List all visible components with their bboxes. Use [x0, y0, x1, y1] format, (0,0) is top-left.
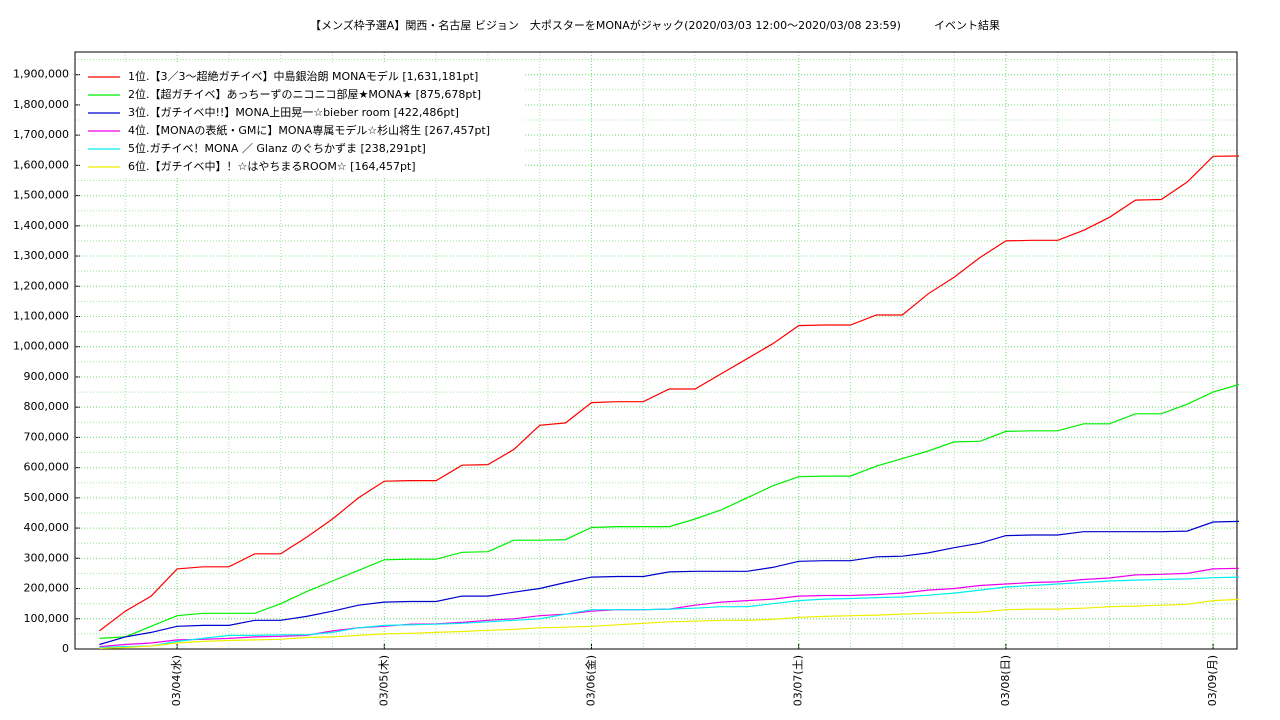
y-tick-label: 1,700,000 — [13, 128, 69, 141]
y-tick-label: 1,900,000 — [13, 68, 69, 81]
legend-label: 5位.ガチイベ！MONA ／ Glanz のぐちかずま [238,291pt] — [128, 141, 426, 155]
y-tick-label: 100,000 — [24, 612, 70, 625]
x-tick-label: 03/05(木) — [377, 655, 390, 706]
y-tick-label: 300,000 — [24, 551, 70, 564]
y-tick-label: 0 — [62, 642, 69, 655]
legend: 1位.【3／3〜超絶ガチイベ】中島銀治朗 MONAモデル [1,631,181p… — [80, 64, 525, 178]
legend-label: 6位.【ガチイベ中】！☆はやちまるROOM☆ [164,457pt] — [128, 159, 416, 173]
y-tick-label: 800,000 — [24, 400, 70, 413]
plot-frame — [74, 51, 1238, 650]
y-tick-label: 1,300,000 — [13, 249, 69, 262]
legend-box — [80, 64, 525, 178]
x-tick-label: 03/08(日) — [999, 655, 1012, 706]
legend-label: 2位.【超ガチイベ】あっちーずのニコニコ部屋★MONA★ [875,678pt] — [128, 87, 481, 101]
y-tick-label: 900,000 — [24, 370, 70, 383]
series-line — [99, 598, 1240, 649]
y-tick-label: 600,000 — [24, 461, 70, 474]
y-tick-label: 200,000 — [24, 582, 70, 595]
chart-title: 【メンズ枠予選A】関西・名古屋 ビジョン 大ポスターをMONAがジャック(202… — [310, 18, 1000, 32]
x-tick-label: 03/09(月) — [1206, 655, 1219, 706]
x-tick-label: 03/04(水) — [170, 655, 183, 706]
y-tick-label: 1,600,000 — [13, 158, 69, 171]
series-line — [99, 383, 1240, 639]
y-tick-label: 700,000 — [24, 430, 70, 443]
x-tick-label: 03/06(金) — [584, 655, 598, 706]
y-tick-label: 1,000,000 — [13, 340, 69, 353]
series-line — [99, 520, 1240, 646]
y-tick-label: 1,200,000 — [13, 279, 69, 292]
series-line — [99, 155, 1240, 632]
y-tick-label: 1,400,000 — [13, 219, 69, 232]
legend-label: 4位.【MONAの表紙・GMに】MONA専属モデル☆杉山将生 [267,457p… — [128, 123, 490, 137]
y-tick-label: 1,800,000 — [13, 98, 69, 111]
legend-label: 1位.【3／3〜超絶ガチイベ】中島銀治朗 MONAモデル [1,631,181p… — [128, 69, 478, 83]
y-tick-label: 400,000 — [24, 521, 70, 534]
y-tick-label: 1,100,000 — [13, 309, 69, 322]
y-tick-label: 500,000 — [24, 491, 70, 504]
x-tick-label: 03/07(土) — [792, 655, 805, 706]
series-line — [99, 576, 1240, 649]
legend-label: 3位.【ガチイベ中!!】MONA上田晃一☆bieber room [422,48… — [128, 105, 459, 119]
y-tick-label: 1,500,000 — [13, 189, 69, 202]
